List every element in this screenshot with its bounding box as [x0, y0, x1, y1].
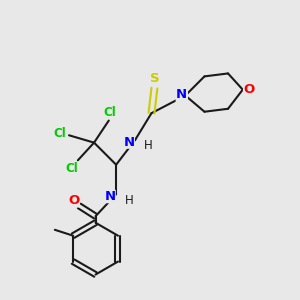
- Text: O: O: [68, 194, 80, 207]
- Text: S: S: [150, 72, 159, 85]
- Text: Cl: Cl: [103, 106, 116, 119]
- Text: Cl: Cl: [66, 162, 78, 175]
- Text: H: H: [124, 194, 133, 207]
- Text: N: N: [104, 190, 116, 203]
- Text: N: N: [124, 136, 135, 148]
- Text: Cl: Cl: [53, 127, 66, 140]
- Text: N: N: [176, 88, 188, 101]
- Text: H: H: [143, 139, 152, 152]
- Text: O: O: [244, 82, 255, 95]
